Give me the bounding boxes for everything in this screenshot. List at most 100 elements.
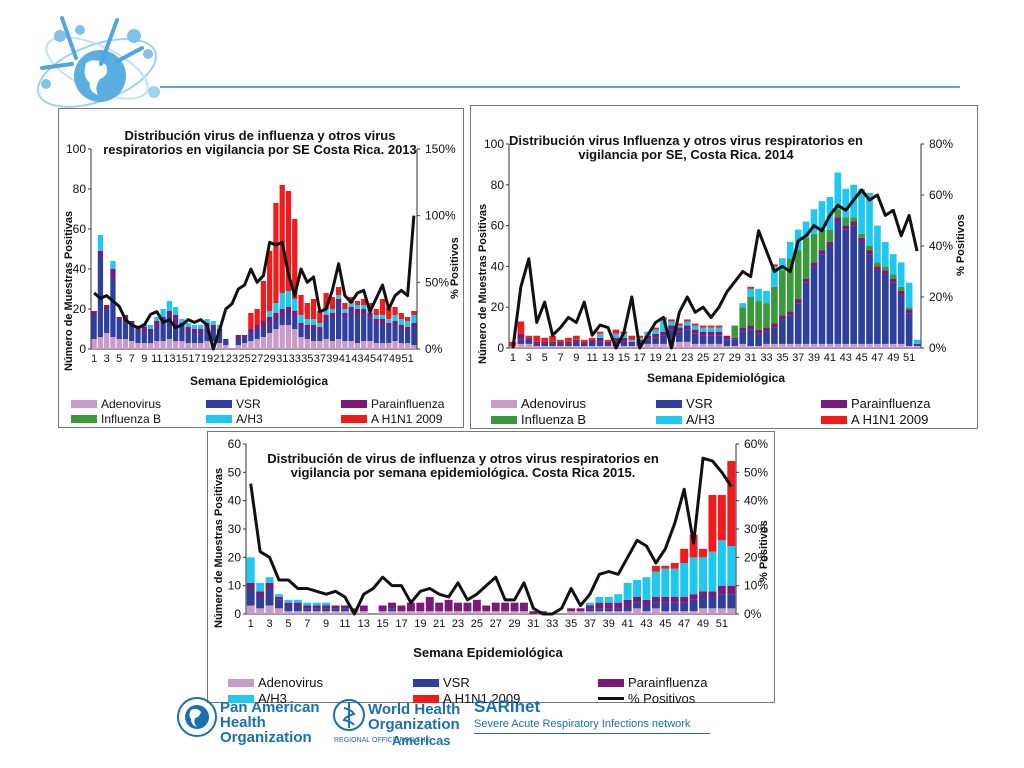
bar-influenza-b <box>866 246 873 251</box>
x-tick-label: 43 <box>840 352 852 364</box>
bar-adenovirus <box>331 611 340 614</box>
bar-vsr <box>147 333 154 343</box>
bar-vsr <box>166 315 172 339</box>
bar-a-h3 <box>747 288 754 297</box>
bar-parainfluenza <box>317 327 323 331</box>
x-tick-label: 5 <box>285 618 291 630</box>
bar-a-h3 <box>691 325 699 330</box>
bar-vsr <box>260 327 267 337</box>
bar-a-h3 <box>379 315 386 319</box>
bar-adenovirus <box>425 611 434 614</box>
bar-vsr <box>810 266 818 344</box>
x-tick-label: 39 <box>603 618 615 630</box>
bar-vsr <box>248 333 254 341</box>
bar-vsr <box>731 339 739 346</box>
bar-a-h1n1-2009 <box>604 339 612 342</box>
bar-parainfluenza <box>661 597 670 603</box>
legend-label: VSR <box>236 397 261 411</box>
y2-tick-label: 0% <box>425 342 443 356</box>
x-tick-label: 9 <box>141 353 147 365</box>
bar-vsr <box>668 329 675 342</box>
bar-adenovirus <box>379 343 386 349</box>
bar-vsr <box>866 254 873 344</box>
bar-parainfluenza <box>747 325 754 330</box>
legend-item-a-h1n1-2009: A H1N1 2009 <box>413 691 598 706</box>
bar-adenovirus <box>310 341 317 349</box>
bar-vsr <box>379 323 386 343</box>
y-tick-label: 50 <box>228 465 242 479</box>
y-tick-label: 60 <box>73 222 87 236</box>
bar-a-h3 <box>284 599 293 603</box>
chart-legend: Adenovirus VSR Parainfluenza Influenza B A/H… <box>491 396 981 427</box>
legend-label: Parainfluenza <box>371 397 445 411</box>
bar-a-h3 <box>348 303 354 307</box>
bar-vsr <box>246 588 255 606</box>
legend-item-parainfluenza: Parainfluenza <box>598 675 768 690</box>
bar-a-h3 <box>739 303 747 308</box>
bar-a-h1n1-2009 <box>386 307 392 319</box>
bar-adenovirus <box>620 345 628 348</box>
bar-parainfluenza <box>361 309 367 313</box>
bar-vsr <box>173 323 179 341</box>
x-tick-label: 35 <box>301 353 313 365</box>
bar-vsr <box>727 594 736 609</box>
bar-vsr <box>104 309 110 333</box>
y2-tick-label: 0% <box>744 607 762 621</box>
x-tick-label: 13 <box>163 353 175 365</box>
bar-adenovirus <box>367 341 373 349</box>
bar-adenovirus <box>596 345 604 348</box>
bar-adenovirus <box>604 611 613 614</box>
bar-vsr <box>670 602 679 612</box>
bar-a-h3 <box>322 602 331 606</box>
x-axis-label: Semana Epidemiológica <box>413 645 563 660</box>
y-tick-label: 80 <box>491 178 505 192</box>
x-tick-label: 33 <box>289 353 301 365</box>
bar-parainfluenza <box>573 339 580 342</box>
legend-swatch <box>413 678 439 687</box>
bar-vsr <box>549 343 556 346</box>
bar-a-h3 <box>779 258 786 271</box>
bar-adenovirus <box>905 345 913 348</box>
bar-adenovirus <box>834 343 842 348</box>
legend-swatch <box>821 399 847 408</box>
bar-a-h3 <box>267 311 273 317</box>
bar-parainfluenza <box>141 327 147 331</box>
y-tick-label: 60 <box>228 437 242 451</box>
y-tick-label: 60 <box>491 219 505 233</box>
bar-adenovirus <box>293 611 302 614</box>
bar-vsr <box>604 343 612 346</box>
x-tick-label: 29 <box>729 352 741 364</box>
bar-parainfluenza <box>905 309 913 314</box>
bar-parainfluenza <box>398 325 404 329</box>
bar-adenovirus <box>97 337 104 349</box>
bar-adenovirus <box>525 343 533 348</box>
bar-a-h3 <box>204 319 210 323</box>
bar-a-h3 <box>652 329 659 334</box>
x-tick-label: 7 <box>129 353 135 365</box>
bar-adenovirus <box>644 343 651 348</box>
bar-parainfluenza <box>406 602 415 612</box>
bar-parainfluenza <box>889 278 897 283</box>
bar-a-h3 <box>882 241 889 267</box>
bar-vsr <box>398 329 404 343</box>
bar-parainfluenza <box>818 250 826 255</box>
bar-a-h3 <box>303 602 312 606</box>
x-tick-label: 25 <box>697 352 709 364</box>
bar-parainfluenza <box>723 335 731 340</box>
bar-adenovirus <box>398 343 404 349</box>
bar-parainfluenza <box>323 315 329 319</box>
bar-adenovirus <box>588 345 596 348</box>
bar-a-h1n1-2009 <box>699 548 707 558</box>
bar-vsr <box>310 329 317 341</box>
bar-adenovirus <box>557 345 564 348</box>
bar-vsr <box>897 294 905 344</box>
bar-vsr <box>279 315 285 325</box>
bar-a-h3 <box>147 325 154 329</box>
legend-swatch <box>491 415 517 424</box>
y-tick-label: 0 <box>234 607 241 621</box>
y-tick-label: 20 <box>491 300 505 314</box>
x-tick-label: 27 <box>713 352 725 364</box>
line-positivos <box>511 188 919 350</box>
bar-vsr <box>723 339 731 346</box>
legend-item-parainfluenza: Parainfluenza <box>821 396 981 411</box>
